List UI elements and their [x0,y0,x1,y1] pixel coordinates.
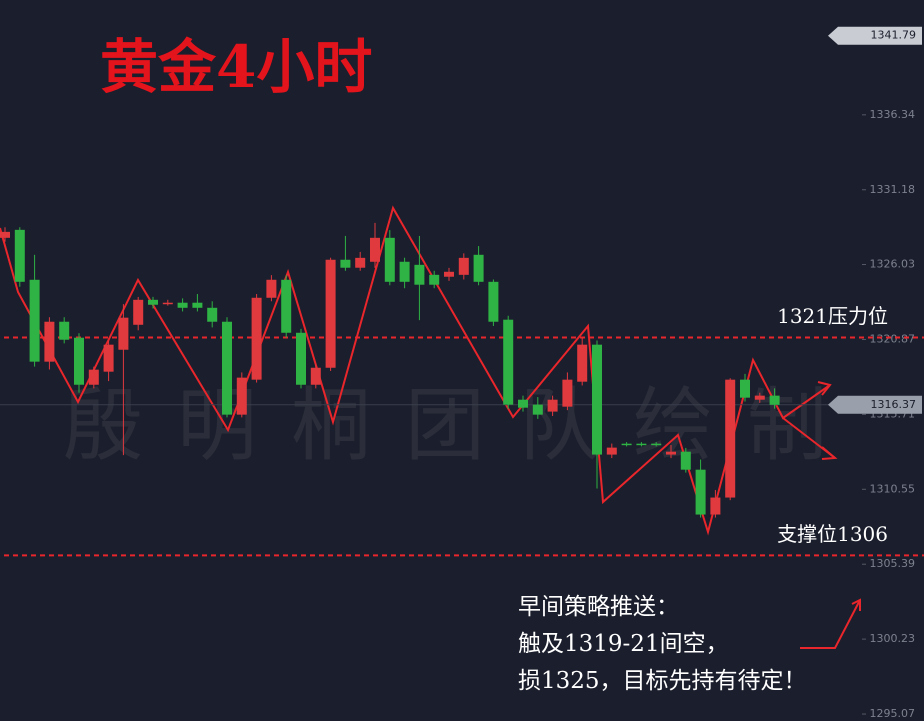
candle-body [547,399,558,412]
candle-body [769,395,780,405]
candle-body [710,497,721,515]
candle-body [754,395,765,400]
y-tick-label: 1320.87 [870,332,916,345]
candle-body [340,259,351,268]
candle-body [384,237,395,282]
candle-body [695,469,706,515]
candle-body [562,379,573,407]
candle-body [59,321,70,340]
candle-body [118,317,129,350]
candle-body [370,237,380,262]
chart-title: 黄金4小时 [100,33,372,101]
candle-body [207,307,218,322]
watermark: 殷明桐团队绘制 [63,379,861,472]
candle-body [606,447,617,455]
candle-body [148,299,158,305]
candle-body [162,302,173,305]
arrow-head [817,381,832,396]
candle-body [518,399,528,408]
candle-body [236,377,247,415]
price-marker-box [828,26,922,45]
candle-body [296,332,306,385]
candle-body [621,443,632,446]
price-marker-box [828,395,922,414]
candle-body [310,367,321,385]
y-tick-label: 1336.34 [870,108,916,121]
level-label: 1321压力位 [777,304,888,328]
candle-body [740,379,750,398]
y-tick-label: 1331.18 [870,183,916,196]
candle-body [429,274,440,285]
y-tick-label: 1326.03 [870,258,916,271]
note-line: 早间策略推送： [518,594,679,620]
candle-body [577,344,588,382]
candle-body [44,321,55,362]
candle-body [399,261,410,282]
y-tick-label: 1295.07 [870,707,916,720]
candle-body [251,297,262,380]
candle-body [222,321,232,415]
candle-body [651,443,662,446]
arrow-head [821,446,838,460]
candle-body [192,302,203,308]
candle-body [725,379,736,498]
candle-body [414,264,425,285]
candle-body [592,344,602,455]
candle-body [488,281,499,322]
candle-body [281,279,292,333]
candle-body [666,451,676,455]
arrow-head [851,598,861,611]
candle-body [473,254,484,282]
candle-body [444,271,454,277]
notes: 早间策略推送： 触及1319-21间空， 损1325，目标先持有待定！ [518,594,807,694]
candle-body [103,344,114,372]
candle-body [503,319,514,405]
candle-body [355,257,366,268]
price-marker-label: 1341.79 [871,29,917,42]
candle-body [266,279,277,298]
note-line: 损1325，目标先持有待定！ [518,668,807,694]
y-tick-label: 1305.39 [870,557,916,570]
candle-body [458,257,469,275]
candle-body [14,229,25,282]
y-tick-label: 1300.23 [870,632,916,645]
price-marker-label: 1316.37 [871,398,917,411]
note-line: 触及1319-21间空， [518,631,729,657]
level-label: 支撑位1306 [777,522,888,546]
y-tick-label: 1310.55 [870,482,916,495]
candle-body [88,369,99,385]
candle-body [325,259,336,368]
candle-body [74,337,84,385]
candle-body [680,451,691,470]
candle-body [0,231,10,238]
candle-body [177,302,188,308]
candle-body [636,443,647,446]
candle-body [29,279,40,362]
candle-body [133,299,144,325]
small-arrow [800,599,861,649]
candle-body [532,404,543,415]
